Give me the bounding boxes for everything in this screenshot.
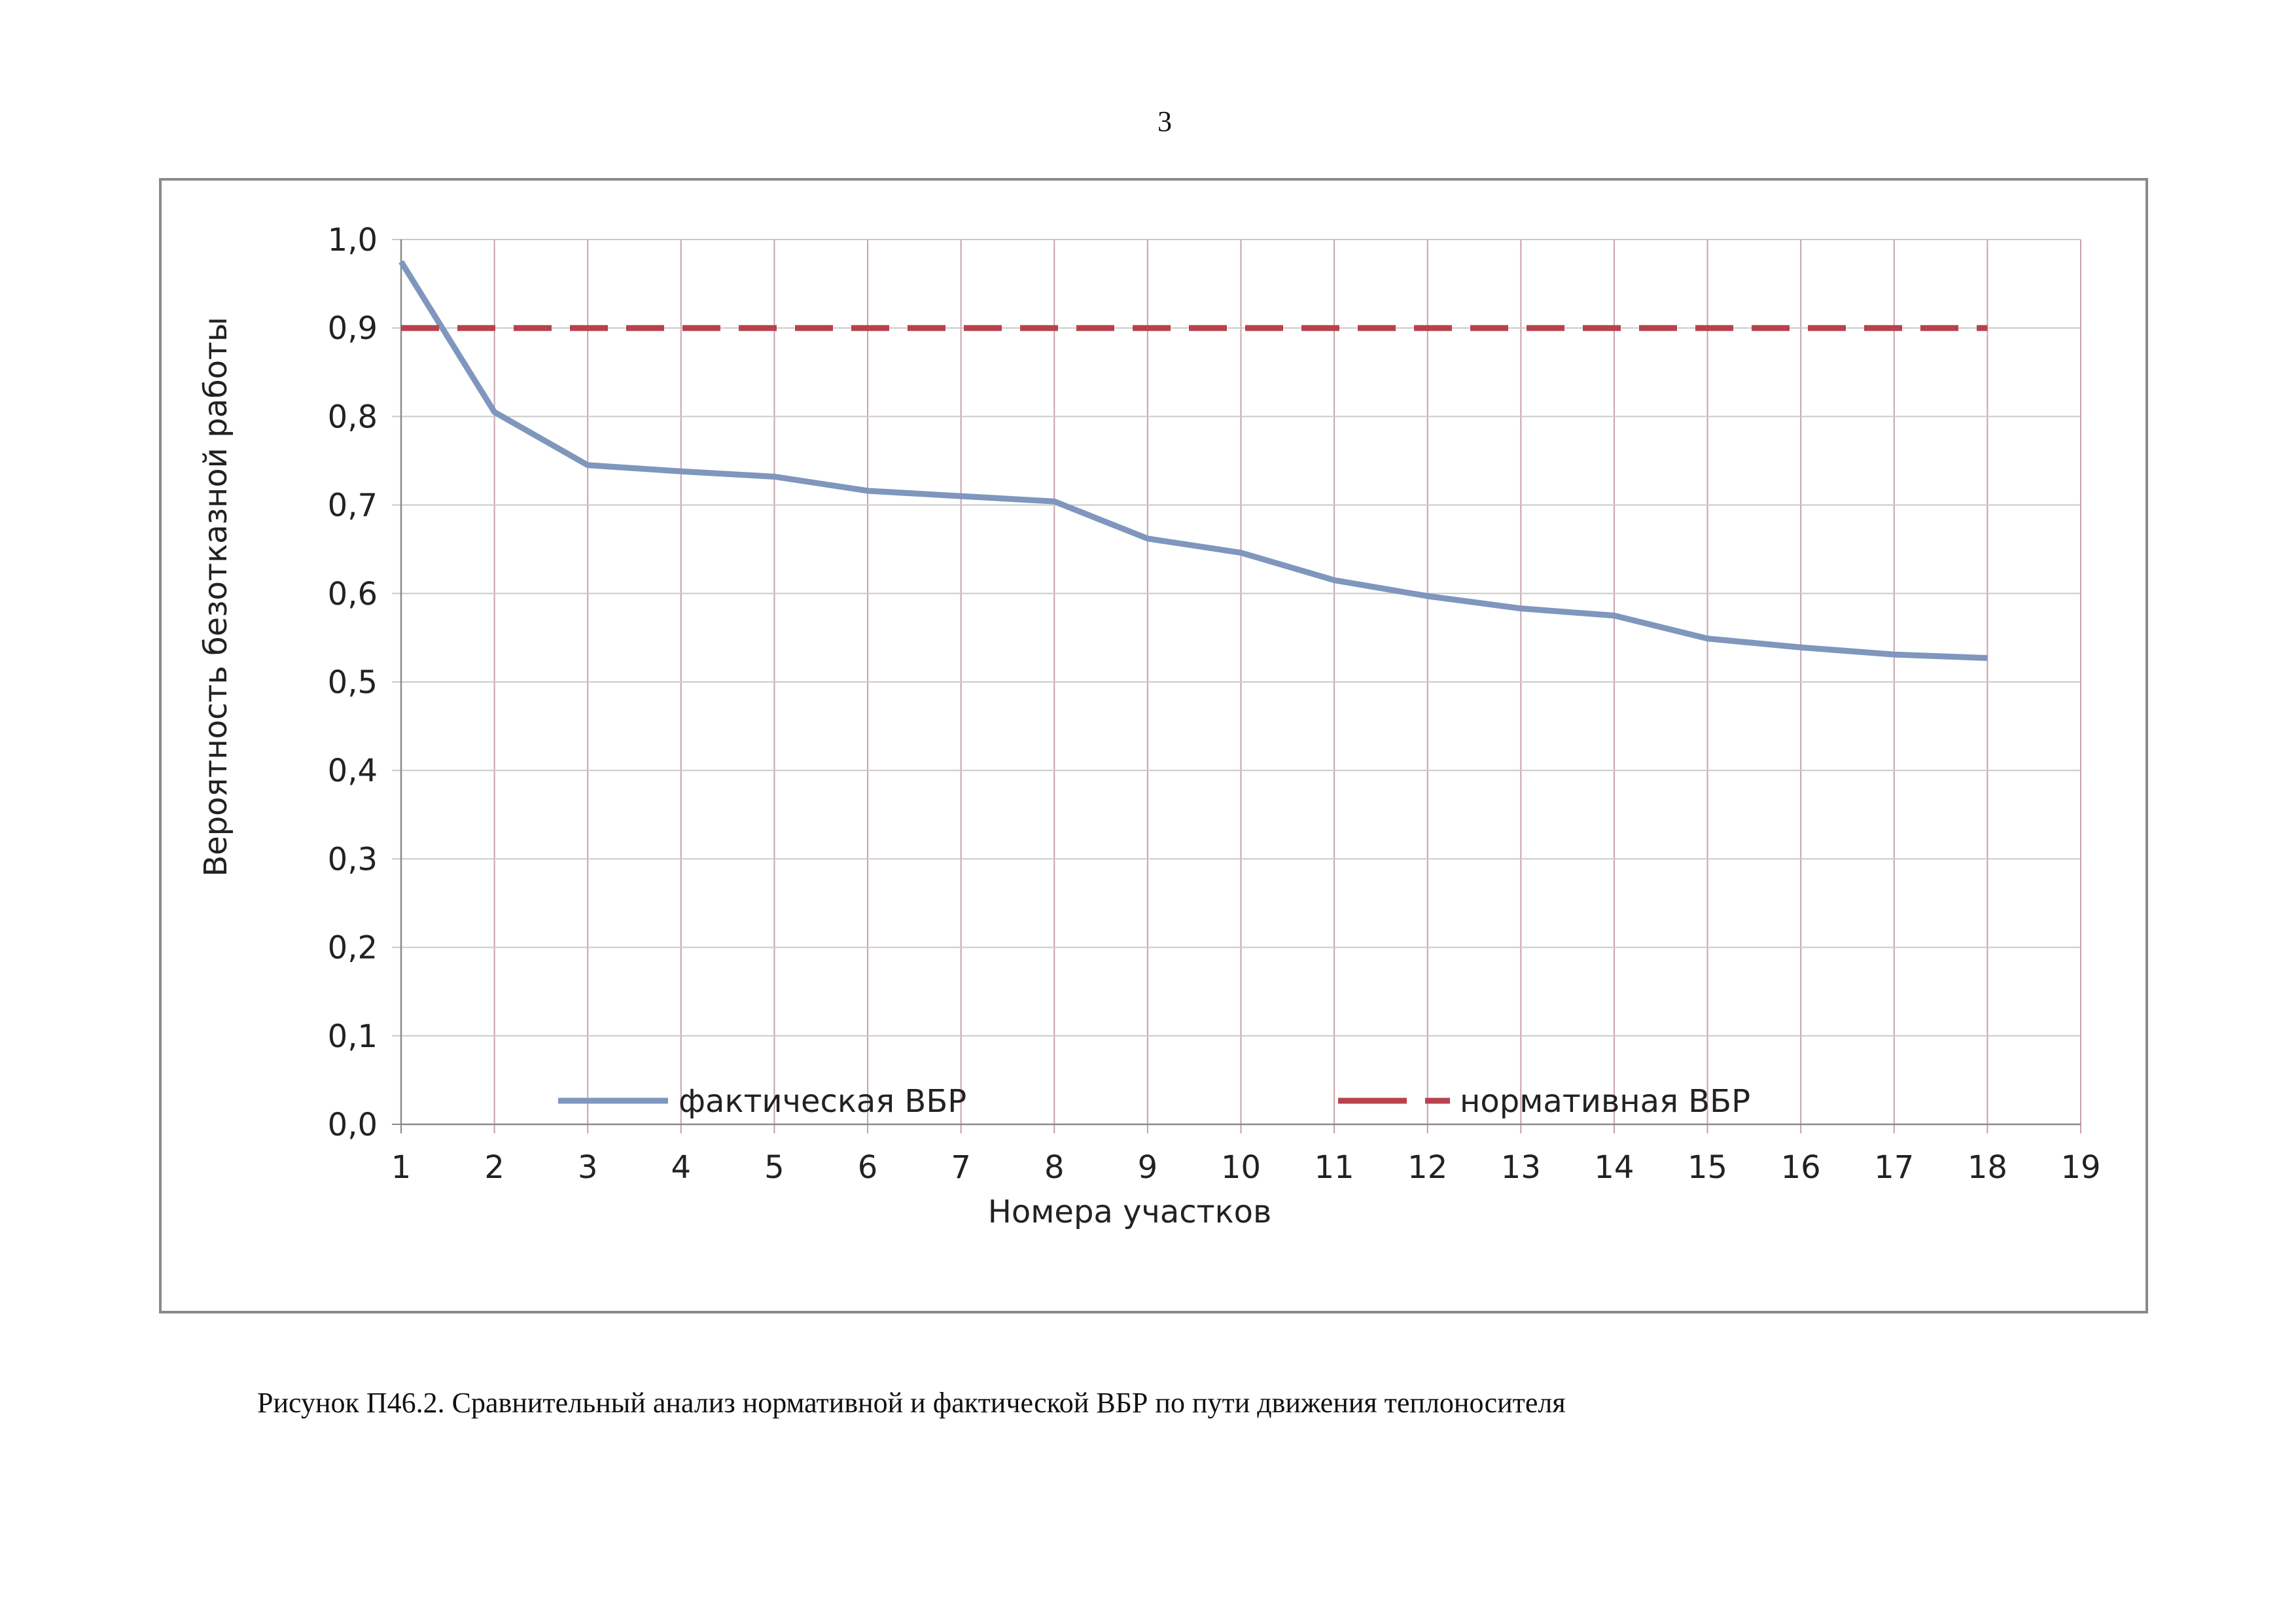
y-tick-label: 1,0 bbox=[328, 222, 378, 259]
x-tick-label: 11 bbox=[1315, 1149, 1354, 1186]
x-tick-label: 1 bbox=[391, 1149, 412, 1186]
x-tick-label: 13 bbox=[1501, 1149, 1541, 1186]
y-tick-label: 0,3 bbox=[328, 841, 378, 878]
figure-caption: Рисунок П46.2. Сравнительный анализ норм… bbox=[257, 1387, 1566, 1419]
x-tick-label: 16 bbox=[1781, 1149, 1821, 1186]
x-tick-label: 7 bbox=[951, 1149, 971, 1186]
y-tick-label: 0,0 bbox=[328, 1107, 378, 1143]
legend-label-2: нормативная ВБР bbox=[1460, 1083, 1750, 1120]
grid-layer bbox=[392, 239, 2081, 1133]
page-number: 3 bbox=[1157, 105, 1172, 137]
x-tick-label: 8 bbox=[1044, 1149, 1065, 1186]
x-tick-label: 2 bbox=[484, 1149, 504, 1186]
y-tick-label: 0,9 bbox=[328, 310, 378, 347]
line-chart: 1 2 3 4 5 6 7 8 9 10 11 12 13 14 15 16 17 18 190,00,10,20,… bbox=[198, 222, 2101, 1230]
x-tick-label: 5 bbox=[764, 1149, 785, 1186]
x-tick-label: 19 bbox=[2060, 1149, 2100, 1186]
x-tick-label: 17 bbox=[1874, 1149, 1914, 1186]
x-tick-label: 14 bbox=[1594, 1149, 1634, 1186]
x-tick-label: 6 bbox=[858, 1149, 878, 1186]
y-tick-label: 0,5 bbox=[328, 664, 378, 701]
y-tick-label: 0,4 bbox=[328, 753, 378, 789]
legend-label-1: фактическая ВБР bbox=[679, 1083, 966, 1120]
x-tick-label: 15 bbox=[1687, 1149, 1727, 1186]
x-tick-label: 9 bbox=[1138, 1149, 1158, 1186]
y-tick-label: 0,7 bbox=[328, 488, 378, 524]
series-layer bbox=[398, 260, 1988, 661]
y-tick-label: 0,2 bbox=[328, 930, 378, 967]
y-tick-label: 0,8 bbox=[328, 399, 378, 435]
y-axis-label: Вероятность безотказной работы bbox=[198, 317, 234, 877]
label-layer: 1 2 3 4 5 6 7 8 9 10 11 12 13 14 15 16 17 18 190,00,10,20,… bbox=[198, 222, 2101, 1230]
axis-layer bbox=[400, 240, 2081, 1126]
y-tick-label: 0,1 bbox=[328, 1018, 378, 1055]
x-tick-label: 10 bbox=[1221, 1149, 1261, 1186]
x-tick-label: 18 bbox=[1968, 1149, 2007, 1186]
x-tick-label: 4 bbox=[671, 1149, 692, 1186]
x-tick-label: 12 bbox=[1407, 1149, 1447, 1186]
series-line-1 bbox=[398, 260, 1988, 661]
legend-layer: фактическая ВБР нормативная ВБР bbox=[558, 1083, 1750, 1120]
y-tick-label: 0,6 bbox=[328, 576, 378, 613]
x-axis-label: Номера участков bbox=[988, 1194, 1272, 1230]
chart-frame: 1 2 3 4 5 6 7 8 9 10 11 12 13 14 15 16 17 18 19 0,0 0,1 0,2 0,… bbox=[159, 178, 2148, 1313]
x-tick-label: 3 bbox=[578, 1149, 598, 1186]
